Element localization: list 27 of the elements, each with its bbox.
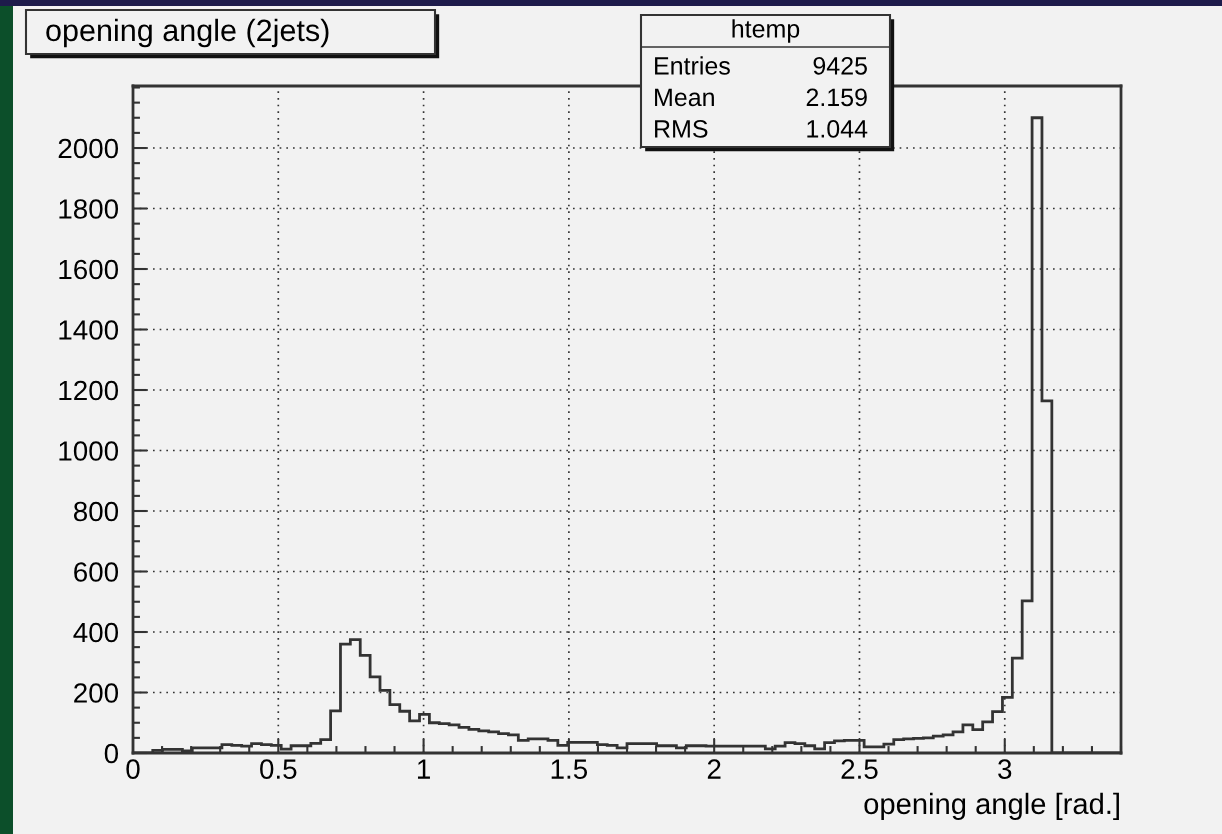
y-tick-label: 400 — [73, 622, 119, 643]
y-tick-label: 0 — [104, 743, 119, 764]
x-tick-label: 0 — [126, 759, 140, 779]
chart-title: opening angle (2jets) — [46, 18, 329, 48]
y-tick-label: 800 — [73, 501, 119, 522]
annotation: Mean — [655, 88, 714, 107]
y-tick-label: 1600 — [59, 259, 119, 280]
y-tick-label: 200 — [74, 683, 119, 703]
x-tick-label: 1 — [417, 759, 430, 779]
y-tick-label: 1800 — [59, 199, 119, 219]
annotation: RMS — [655, 120, 708, 138]
x-tick-label: 1.5 — [551, 759, 588, 779]
text: 9425 — [813, 57, 867, 75]
y-tick-label: 1000 — [59, 441, 119, 461]
y-tick-label: 2000 — [58, 138, 119, 159]
annotation: 1.044 — [807, 120, 868, 138]
annotation: 2.159 — [806, 88, 867, 107]
x-tick-label: 3 — [998, 759, 1012, 779]
x-tick-label: 2.5 — [841, 759, 878, 779]
y-tick-label: 1200 — [59, 380, 119, 401]
y-tick-label: 600 — [74, 562, 119, 582]
text: htemp — [732, 19, 800, 43]
x-axis-title: opening angle [rad.] — [864, 792, 1119, 820]
x-tick-label: 2 — [707, 759, 721, 779]
text: Entries — [655, 56, 730, 75]
y-tick-label: 1400 — [59, 320, 119, 340]
x-tick-label: 0.5 — [260, 759, 297, 779]
